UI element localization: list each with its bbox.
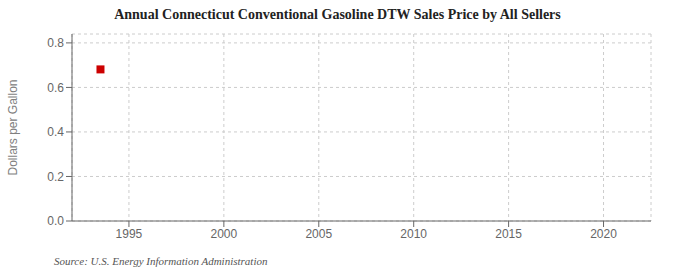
svg-text:2000: 2000 xyxy=(211,227,238,241)
svg-text:1995: 1995 xyxy=(116,227,143,241)
svg-text:2015: 2015 xyxy=(495,227,522,241)
svg-text:0.2: 0.2 xyxy=(47,170,64,184)
svg-text:2005: 2005 xyxy=(305,227,332,241)
html-text:Annual Connecticut Conventiona: Annual Connecticut Conventional Gasoline… xyxy=(114,7,561,22)
svg-text:2010: 2010 xyxy=(400,227,427,241)
svg-text:0.8: 0.8 xyxy=(47,36,64,50)
html-text:Source: U.S. Energy Informatio: Source: U.S. Energy Information Administ… xyxy=(54,255,268,267)
svg-text:Dollars per Gallon: Dollars per Gallon xyxy=(8,79,20,175)
svg-text:0.0: 0.0 xyxy=(47,214,64,228)
svg-text:0.4: 0.4 xyxy=(47,125,64,139)
svg-text:0.6: 0.6 xyxy=(47,81,64,95)
svg-text:2020: 2020 xyxy=(590,227,617,241)
